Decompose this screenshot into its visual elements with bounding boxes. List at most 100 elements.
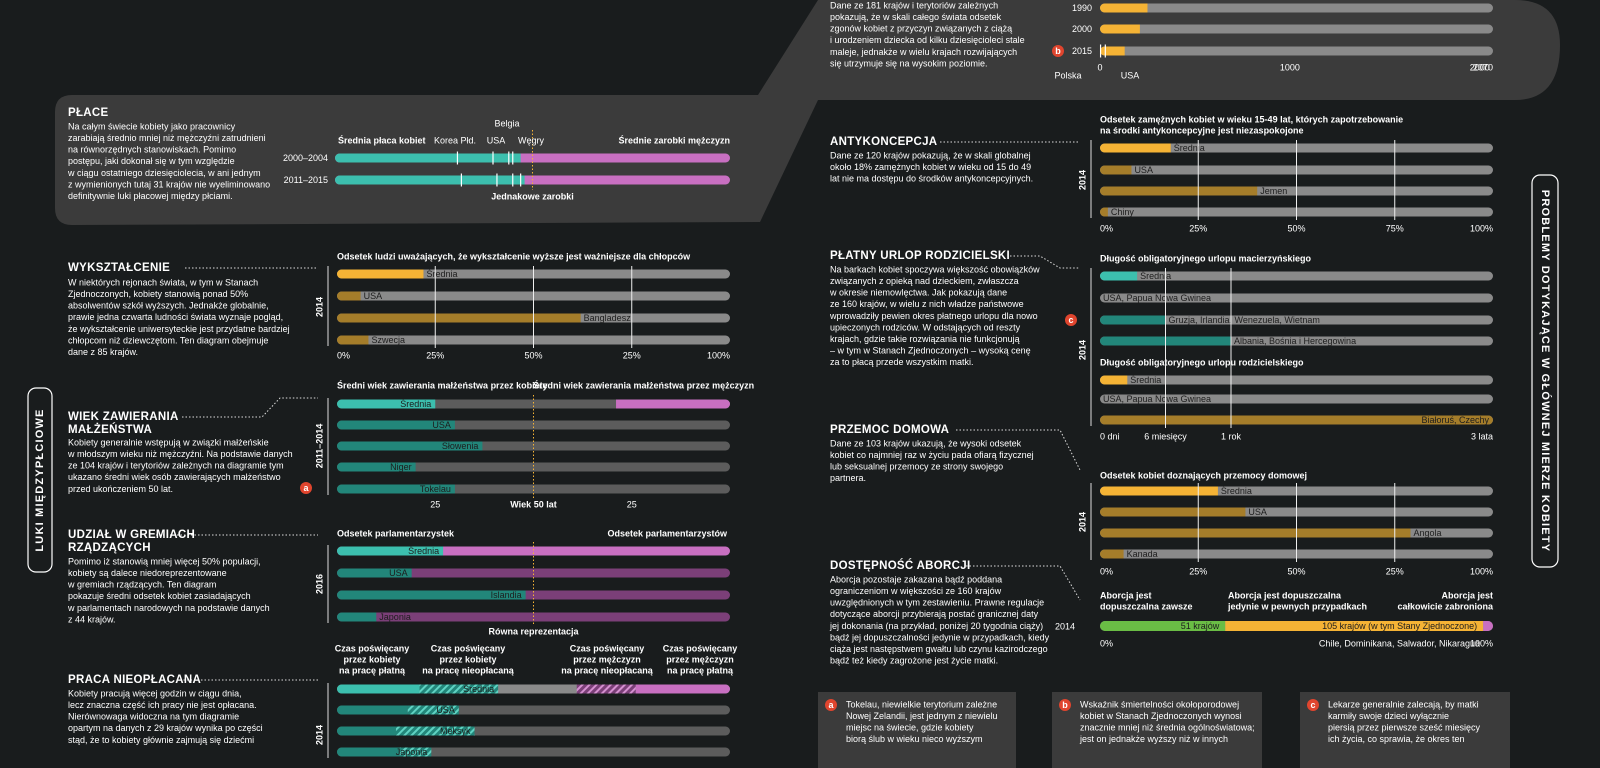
chart-header: Aborcja jest dopuszczalna xyxy=(1228,590,1342,600)
bar-segment xyxy=(1100,143,1171,153)
marker-label: USA xyxy=(1121,70,1140,80)
bar-track xyxy=(337,484,730,494)
bar-segment xyxy=(1100,375,1128,385)
x-tick-label: 0 xyxy=(1097,62,1102,72)
bar-track xyxy=(337,546,730,556)
x-tick-label: 25% xyxy=(1386,566,1404,576)
bar-segment xyxy=(1100,549,1124,559)
x-tick-label: 2000 xyxy=(1470,62,1490,72)
badge xyxy=(1052,45,1064,57)
section-text: wprowadziły pewien okres płatnego urlopu… xyxy=(829,311,1038,321)
row-label: USA, Papua Nowa Gwinea xyxy=(1103,293,1211,303)
section-text: zarabiają średnio mniej niż mężczyźni za… xyxy=(68,133,266,143)
section-title: PRZEMOC DOMOWA xyxy=(830,424,949,436)
bar-segment xyxy=(1100,528,1411,538)
row-label: Średnia xyxy=(463,683,494,694)
bar-segment xyxy=(337,612,377,622)
note-text: karmiły swoje dzieci wyłącznie xyxy=(1328,711,1449,721)
bar-row xyxy=(337,462,730,472)
bar-track xyxy=(1100,336,1493,346)
section-text: zgonów kobiet z przyczyn związanych z ci… xyxy=(830,24,1012,34)
section-text: dotyczące aborcji przybierają postać gra… xyxy=(830,609,1039,619)
bar-segment xyxy=(337,420,455,430)
section-text: absolwentów szkół wyższych. Jednakże glo… xyxy=(68,301,269,311)
row-label: Słowenia xyxy=(442,441,479,451)
note-text: Wskaźnik śmiertelności okołoporodowej xyxy=(1080,699,1239,709)
connector xyxy=(182,397,318,418)
bar-segment xyxy=(335,153,521,163)
row-label: Średnia xyxy=(408,545,439,556)
section-title: DOSTĘPNOŚĆ ABORCJI xyxy=(830,559,970,572)
bar-row xyxy=(1100,394,1493,404)
x-tick-label: 25% xyxy=(426,350,444,360)
bar-segment xyxy=(1100,415,1493,425)
year-label: 2016 xyxy=(314,574,324,594)
chart-header: Czas poświęcany xyxy=(431,643,506,653)
section-text: ze 160 krajów, w wielu z nich władze pań… xyxy=(830,299,1024,309)
section-text: za to płacą przede wszystkim matki. xyxy=(830,357,974,367)
x-tick-label: 0 dni xyxy=(1100,431,1120,441)
note-box xyxy=(1052,692,1262,768)
year-label: 2014 xyxy=(314,297,324,317)
bar-segment xyxy=(1100,486,1218,496)
bar-segment xyxy=(337,399,436,409)
section-text: W niektórych rejonach świata, w tym w St… xyxy=(68,277,258,287)
section-text: ograniczeniom w większości ze 160 krajów xyxy=(830,586,1002,596)
bar-segment xyxy=(635,684,730,694)
bar-segment xyxy=(576,684,636,694)
bar-row xyxy=(1100,415,1493,425)
chart-header: Długość obligatoryjnego urlopu rodziciel… xyxy=(1100,357,1304,367)
section-text: prawie jedna czwarta ludności świata wyz… xyxy=(68,312,283,322)
badge-letter: c xyxy=(1068,315,1073,325)
x-tick-label: 25 xyxy=(430,499,440,509)
row-label: Szwecja xyxy=(371,335,405,345)
bar-segment xyxy=(337,441,483,451)
row-label: 2000 xyxy=(1072,24,1092,34)
bar-row xyxy=(1100,46,1493,56)
section-text: kobiet co najmniej raz w życiu pada ofia… xyxy=(830,450,1034,460)
section-text: lub seksualnej przemocy ze strony swojeg… xyxy=(830,462,1003,472)
section-text: że wykształcenie uniwersyteckie jest prz… xyxy=(68,324,290,334)
chart-header: przez mężczyzn xyxy=(666,654,734,664)
bar-row xyxy=(337,484,730,494)
section-text: w gremiach rządzących. Ten diagram xyxy=(67,580,216,590)
bar-segment xyxy=(337,747,400,757)
connector xyxy=(966,565,1081,601)
row-label: Islandia xyxy=(491,590,522,600)
callout-panel xyxy=(55,0,1560,225)
note-text: Nowej Zelandii, jest jednym z niewielu xyxy=(846,711,998,721)
chart-header: jedynie w pewnych przypadkach xyxy=(1227,601,1367,611)
section-title: MAŁŻEŃSTWA xyxy=(68,423,152,436)
bar-row xyxy=(1100,3,1493,13)
value-label: 51 krajów xyxy=(1181,621,1220,631)
row-label: Średnia xyxy=(400,398,431,409)
bar-row xyxy=(1100,293,1493,303)
chart-header: na środki antykoncepcyjne jest niezaspok… xyxy=(1100,125,1304,135)
x-tick-label: 25 xyxy=(627,499,637,509)
row-label: 2015 xyxy=(1072,46,1092,56)
reference-label: Jednakowe zarobki xyxy=(491,191,574,201)
bar-segment xyxy=(337,484,455,494)
bar-segment xyxy=(1100,165,1132,175)
connectors xyxy=(156,141,1081,681)
bar-row xyxy=(1100,375,1493,385)
x-tick-label: 100% xyxy=(1470,638,1493,648)
x-tick-label: 0% xyxy=(1100,566,1113,576)
section-text: Zjednoczonych, kobiety stanowią ponad 50… xyxy=(68,289,248,299)
x-tick-label: 6 miesięcy xyxy=(1144,431,1187,441)
section-text: Aborcja pozostaje zakazana bądź poddana xyxy=(830,574,1002,584)
bar-segment xyxy=(337,462,416,472)
bar-row xyxy=(1100,315,1493,325)
value-label: 105 krajów (w tym Stany Zjednoczone) xyxy=(1322,621,1477,631)
section-text: ciąża jest następstwem gwałtu lub czynu … xyxy=(830,644,1048,654)
side-label: PROBLEMY DOTYKAJĄCE W GŁÓWNEJ MIERZE KOB… xyxy=(1539,190,1552,552)
row-label: Średnia xyxy=(1130,374,1161,385)
x-tick-label: 0% xyxy=(337,350,350,360)
bar-track xyxy=(1100,315,1493,325)
x-tick-label: 25% xyxy=(623,350,641,360)
year-label: 2014 xyxy=(314,725,324,745)
chart-header: Czas poświęcany xyxy=(663,643,738,653)
row-label: Albania, Bośnia i Hercegowina xyxy=(1234,336,1356,346)
marker-label: Węgry xyxy=(518,135,545,145)
x-tick-label: 25% xyxy=(1189,223,1207,233)
